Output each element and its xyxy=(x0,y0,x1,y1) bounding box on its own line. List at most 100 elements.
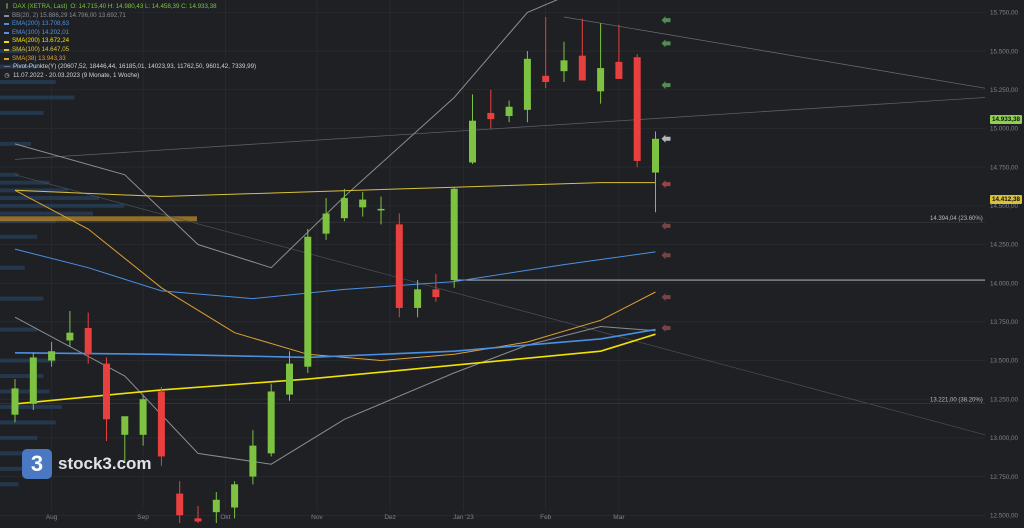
y-tick-label: 12.750,00 xyxy=(990,474,1019,481)
candle-body xyxy=(578,55,586,81)
pivot-arrow-icon xyxy=(661,293,671,302)
candle-body xyxy=(560,60,568,72)
legend-pivot-row[interactable]: — Pivot-Punkte(Y) (20607,52, 18446,44, 1… xyxy=(4,63,256,72)
candle-body xyxy=(176,493,184,516)
y-tick-label: 13.750,00 xyxy=(990,319,1019,326)
volume-profile-bar xyxy=(0,203,124,208)
candle-body xyxy=(377,208,385,211)
candle-body xyxy=(395,224,403,308)
volume-profile-bar xyxy=(0,95,75,100)
stock3-logo: 3 stock3.com xyxy=(22,449,152,479)
x-tick-label: Okt xyxy=(220,514,230,521)
volume-profile-bar xyxy=(0,64,38,69)
volume-profile-bar xyxy=(0,110,44,115)
legend-range-row: ◷ 11.07.2022 - 20.03.2023 (9 Monate, 1 W… xyxy=(4,72,256,81)
y-tick-label: 14.000,00 xyxy=(990,280,1019,287)
volume-profile-bar xyxy=(0,389,50,394)
sma38-line xyxy=(14,189,656,362)
volume-profile-bar xyxy=(0,327,38,332)
candle-body xyxy=(267,391,275,454)
indicator-label: SMA(38) 13.943,33 xyxy=(12,54,66,62)
candle-body xyxy=(139,399,147,435)
candle-body xyxy=(249,445,257,477)
candle-body xyxy=(432,289,440,298)
pivot-arrow-icon xyxy=(661,39,671,48)
pivot-arrow-icon xyxy=(661,324,671,333)
volume-profile-bar xyxy=(0,196,100,201)
trend-line xyxy=(563,16,986,89)
x-tick-label: Mar xyxy=(613,514,625,521)
y-tick-label: 13.500,00 xyxy=(990,358,1019,365)
ohlc-values: O: 14.715,40 H: 14.980,43 L: 14.458,39 C… xyxy=(70,3,217,10)
legend-indicator[interactable]: SMA(200) 13.672,24 xyxy=(4,37,256,46)
legend-indicator[interactable]: SMA(38) 13.943,33 xyxy=(4,55,256,64)
volume-profile-bar xyxy=(0,180,50,185)
pivot-arrow-icon xyxy=(661,16,671,25)
indicator-color-swatch xyxy=(4,23,9,26)
bollinger-lower-line xyxy=(14,316,656,465)
candle-body xyxy=(66,332,74,341)
x-tick-label: Sep xyxy=(137,514,149,521)
indicator-color-swatch xyxy=(4,57,9,60)
volume-profile-bar xyxy=(0,49,25,54)
candle-body xyxy=(103,363,110,420)
fib-label: 13.221,00 (38.20%) xyxy=(930,398,983,404)
volume-profile-bar xyxy=(0,211,93,216)
candle-body xyxy=(652,138,659,173)
candle-body xyxy=(469,120,476,163)
legend-indicator[interactable]: BB(20, 2) 15.886,29 14.796,00 13.692,71 xyxy=(4,12,256,21)
volume-profile-bar xyxy=(0,296,44,301)
x-tick-label: Jan '23 xyxy=(453,514,474,521)
clock-icon: ◷ xyxy=(4,72,10,79)
candle-body xyxy=(505,106,513,117)
pivot-arrow-icon xyxy=(661,81,671,90)
candle-body xyxy=(194,518,202,522)
pivot-arrow-icon xyxy=(661,180,671,189)
volume-profile-bar xyxy=(0,420,56,425)
candle-body xyxy=(286,363,293,395)
x-tick-label: Aug xyxy=(46,514,58,521)
legend-indicator[interactable]: EMA(100) 14.202,01 xyxy=(4,29,256,38)
volume-profile-bar xyxy=(0,466,25,471)
candle-body xyxy=(542,75,550,83)
volume-profile-bar xyxy=(0,374,44,379)
candle-body xyxy=(414,289,422,308)
candle-body xyxy=(48,351,56,361)
volume-profile-bar xyxy=(0,172,19,177)
candle-body xyxy=(322,213,330,234)
candle-body xyxy=(304,236,312,367)
volume-profile-bar xyxy=(0,358,56,363)
sma100-line xyxy=(14,182,656,198)
legend-indicator[interactable]: EMA(200) 13.708,63 xyxy=(4,20,256,29)
candle-body xyxy=(29,357,37,404)
y-tick-label: 12.500,00 xyxy=(990,512,1019,519)
y-tick-label: 13.250,00 xyxy=(990,396,1019,403)
range-label: 11.07.2022 - 20.03.2023 (9 Monate, 1 Woc… xyxy=(13,71,140,79)
legend-indicator[interactable]: SMA(100) 14.647,05 xyxy=(4,46,256,55)
y-tick-label: 14.500,00 xyxy=(990,203,1019,210)
volume-profile-bar xyxy=(0,451,31,456)
trend-line xyxy=(14,97,986,160)
candle-body xyxy=(11,388,19,415)
y-tick-label: 15.250,00 xyxy=(990,87,1019,94)
candle-body xyxy=(633,57,641,161)
candle-body xyxy=(487,112,495,120)
y-tick-label: 14.750,00 xyxy=(990,164,1019,171)
fib-label: 14.394,04 (23.60%) xyxy=(930,216,983,222)
candle-body xyxy=(84,328,92,355)
indicator-label: EMA(100) 14.202,01 xyxy=(12,28,70,36)
indicator-label: SMA(100) 14.647,05 xyxy=(12,45,70,53)
indicator-color-swatch xyxy=(4,14,9,17)
ema200-line xyxy=(14,328,656,359)
trend-line xyxy=(14,174,986,436)
volume-profile-bar xyxy=(0,265,25,270)
candle-body xyxy=(450,188,458,281)
x-tick-label: Nov xyxy=(311,514,323,521)
indicator-color-swatch xyxy=(4,49,9,52)
candle-body xyxy=(231,484,239,508)
y-tick-label: 14.250,00 xyxy=(990,242,1019,249)
candle-body xyxy=(597,68,605,92)
sma200-line xyxy=(14,333,656,405)
x-tick-label: Feb xyxy=(540,514,552,521)
